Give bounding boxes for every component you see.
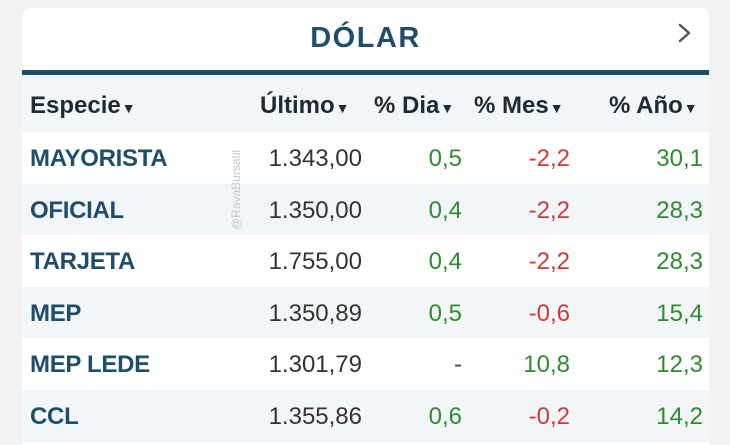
mes-cell: -2,2 [528,248,570,276]
ultimo-cell: 1.350,89 [268,299,362,327]
ano-cell: 28,3 [656,248,703,276]
mes-cell: -2,2 [528,196,570,224]
table-row[interactable]: MAYORISTA 1.343,00 0,5 -2,2 30,1 [22,132,709,184]
table-row[interactable]: TARJETA 1.755,00 0,4 -2,2 28,3 [22,235,709,287]
sort-down-icon: ▼ [549,100,564,116]
ano-cell: 12,3 [656,351,703,379]
ultimo-cell: 1.755,00 [268,248,362,276]
dia-cell: 0,6 [428,402,462,430]
quotes-table: MAYORISTA 1.343,00 0,5 -2,2 30,1 OFICIAL… [22,132,709,442]
ultimo-cell: 1.301,79 [268,351,362,379]
card-title: DÓLAR [310,22,421,54]
sort-down-icon: ▼ [335,100,350,116]
mes-cell: 10,8 [523,351,570,379]
watermark: @RavaBursatil [229,149,243,230]
table-row[interactable]: MEP 1.350,89 0,5 -0,6 15,4 [22,286,709,339]
especie-cell[interactable]: OFICIAL [30,196,124,224]
column-dia[interactable]: % Dia▼ [374,92,455,119]
card-header: DÓLAR [22,8,709,75]
ano-cell: 15,4 [656,299,703,327]
chevron-right-icon[interactable] [673,22,695,44]
dia-cell: 0,4 [428,196,462,224]
dia-cell: 0,5 [428,299,462,327]
dolar-card: DÓLAR Especie▼ Último▼ % Dia▼ % Mes▼ % A… [22,8,709,445]
especie-cell[interactable]: MEP LEDE [30,351,150,379]
dia-cell: 0,5 [428,145,462,172]
column-mes[interactable]: % Mes▼ [474,92,564,119]
sort-down-icon: ▼ [440,100,455,116]
table-row[interactable]: CCL 1.355,86 0,6 -0,2 14,2 [22,389,709,442]
table-row[interactable]: MEP LEDE 1.301,79 - 10,8 12,3 [22,338,709,390]
ano-cell: 28,3 [656,196,703,224]
sort-down-icon: ▼ [121,100,136,116]
table-row[interactable]: OFICIAL 1.350,00 0,4 -2,2 28,3 [22,183,709,236]
column-especie[interactable]: Especie▼ [30,92,136,119]
ano-cell: 30,1 [656,145,703,172]
ultimo-cell: 1.343,00 [268,145,362,172]
mes-cell: -2,2 [528,145,570,172]
column-ano[interactable]: % Año▼ [609,92,698,119]
ano-cell: 14,2 [656,402,703,430]
especie-cell[interactable]: TARJETA [30,248,136,276]
ultimo-cell: 1.350,00 [268,196,362,224]
dia-cell: 0,4 [428,248,462,276]
dia-cell: - [454,351,462,379]
column-headers: Especie▼ Último▼ % Dia▼ % Mes▼ % Año▼ [22,75,709,132]
especie-cell[interactable]: CCL [30,402,79,430]
column-ultimo[interactable]: Último▼ [260,92,350,119]
especie-cell[interactable]: MEP [30,299,82,327]
mes-cell: -0,6 [528,299,570,327]
ultimo-cell: 1.355,86 [268,402,362,430]
especie-cell[interactable]: MAYORISTA [30,145,168,172]
mes-cell: -0,2 [528,402,570,430]
sort-down-icon: ▼ [683,100,698,116]
